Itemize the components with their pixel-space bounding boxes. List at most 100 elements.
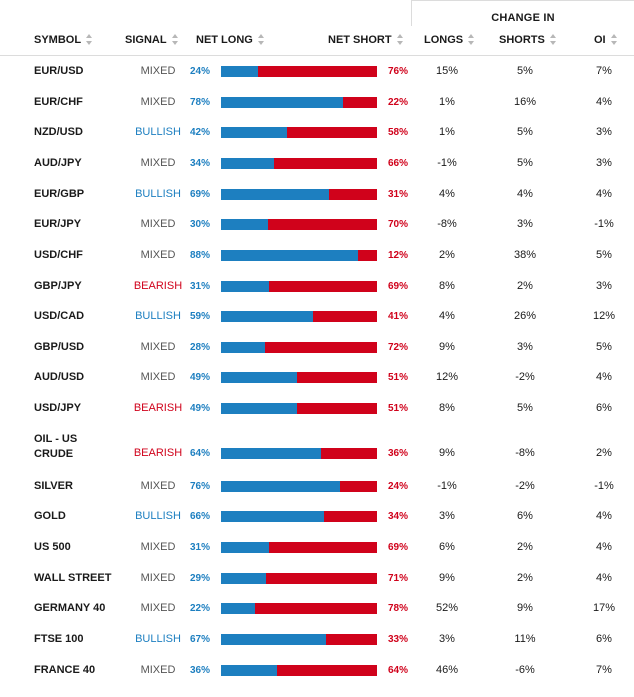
net-long-bar-fill (221, 403, 297, 414)
net-short-percent: 24% (388, 481, 409, 492)
net-long-bar-fill (221, 281, 269, 292)
signal-label: BULLISH (135, 633, 181, 645)
symbol-name[interactable]: US 500 (34, 540, 71, 555)
column-header-shorts-label: SHORTS (499, 34, 545, 46)
signal-label: MIXED (140, 96, 176, 108)
sort-icon[interactable] (86, 33, 93, 45)
signal-label: BEARISH (133, 402, 183, 414)
net-long-bar-fill (221, 66, 258, 77)
change-longs-value: 9% (439, 447, 455, 459)
column-header-net-short[interactable]: NET SHORT (328, 33, 404, 46)
symbol-name[interactable]: AUD/JPY (34, 156, 82, 171)
change-shorts-value: -2% (515, 371, 535, 383)
symbol-name[interactable]: NZD/USD (34, 125, 83, 140)
symbol-line-2: CRUDE (34, 448, 74, 460)
change-longs-value: 9% (439, 572, 455, 584)
change-oi-value: 3% (596, 157, 612, 169)
net-long-percent: 36% (190, 665, 211, 676)
symbol-name[interactable]: GBP/JPY (34, 279, 82, 294)
sort-icon[interactable] (468, 33, 475, 45)
symbol-name[interactable]: WALL STREET (34, 571, 111, 586)
net-long-bar-fill (221, 481, 340, 492)
symbol-name[interactable]: FTSE 100 (34, 632, 84, 647)
symbol-name[interactable]: EUR/GBP (34, 187, 84, 202)
change-shorts-value: 4% (517, 188, 533, 200)
symbol-name[interactable]: SILVER (34, 479, 73, 494)
change-longs-value: -1% (437, 480, 457, 492)
net-short-percent: 71% (388, 573, 409, 584)
net-short-percent: 76% (388, 66, 409, 77)
change-shorts-value: 2% (517, 280, 533, 292)
sentiment-bar (221, 481, 377, 492)
signal-label: MIXED (140, 541, 176, 553)
sentiment-bar (221, 511, 377, 522)
net-long-bar-fill (221, 97, 343, 108)
symbol-name[interactable]: GERMANY 40 (34, 601, 105, 616)
symbol-line-1: AUD/JPY (34, 157, 82, 169)
table-header-row: SYMBOL SIGNAL NET LONG NET SHORT LONGS S… (0, 27, 634, 56)
symbol-name[interactable]: USD/JPY (34, 401, 81, 416)
symbol-name[interactable]: USD/CAD (34, 309, 84, 324)
change-longs-value: 46% (435, 664, 459, 676)
change-longs-value: 15% (435, 65, 459, 77)
sort-icon[interactable] (171, 33, 179, 45)
signal-label: MIXED (140, 572, 176, 584)
symbol-name[interactable]: GBP/USD (34, 340, 84, 355)
column-header-symbol[interactable]: SYMBOL (34, 33, 93, 46)
net-long-percent: 69% (190, 189, 211, 200)
symbol-line-1: US 500 (34, 541, 71, 553)
net-short-percent: 33% (388, 634, 409, 645)
net-long-percent: 49% (190, 403, 211, 414)
change-oi-value: 4% (596, 541, 612, 553)
symbol-name[interactable]: EUR/CHF (34, 95, 83, 110)
net-short-percent: 64% (388, 665, 409, 676)
change-oi-value: 17% (592, 602, 616, 614)
change-in-title: CHANGE IN (491, 12, 555, 24)
column-header-net-long[interactable]: NET LONG (196, 33, 265, 46)
change-oi-value: 4% (596, 371, 612, 383)
symbol-line-1: USD/CHF (34, 249, 83, 261)
change-oi-value: 2% (596, 447, 612, 459)
net-long-percent: 31% (190, 542, 211, 553)
change-longs-value: 2% (439, 249, 455, 261)
symbol-line-1: GBP/USD (34, 341, 85, 353)
net-short-percent: 12% (388, 250, 409, 261)
change-longs-value: 9% (439, 341, 455, 353)
sentiment-bar (221, 219, 377, 230)
change-shorts-value: 5% (517, 126, 533, 138)
change-shorts-value: 3% (517, 341, 533, 353)
column-header-signal[interactable]: SIGNAL (125, 33, 179, 46)
sentiment-bar (221, 97, 377, 108)
sentiment-bar (221, 448, 377, 459)
symbol-name[interactable]: GOLD (34, 509, 66, 524)
sentiment-bar (221, 158, 377, 169)
change-oi-value: 4% (596, 572, 612, 584)
net-long-bar-fill (221, 448, 321, 459)
change-oi-value: 7% (596, 664, 612, 676)
sort-icon[interactable] (257, 33, 265, 45)
signal-label: BULLISH (135, 510, 181, 522)
column-header-longs[interactable]: LONGS (424, 33, 475, 46)
symbol-name[interactable]: EUR/JPY (34, 217, 81, 232)
change-oi-value: 12% (592, 310, 616, 322)
net-short-percent: 31% (388, 189, 409, 200)
symbol-name[interactable]: FRANCE 40 (34, 663, 95, 678)
symbol-name[interactable]: USD/CHF (34, 248, 83, 263)
sentiment-bar (221, 542, 377, 553)
signal-label: MIXED (140, 157, 176, 169)
column-header-oi[interactable]: OI (594, 33, 618, 46)
signal-label: MIXED (140, 664, 176, 676)
column-header-net-long-label: NET LONG (196, 34, 253, 46)
symbol-name[interactable]: EUR/USD (34, 64, 84, 79)
net-long-bar-fill (221, 372, 297, 383)
sort-icon[interactable] (610, 33, 618, 45)
change-oi-value: 5% (596, 249, 612, 261)
column-header-shorts[interactable]: SHORTS (499, 33, 557, 46)
net-short-percent: 41% (388, 311, 409, 322)
sort-icon[interactable] (396, 33, 404, 45)
symbol-name[interactable]: OIL - US CRUDE (34, 432, 77, 462)
sort-icon[interactable] (549, 33, 557, 45)
symbol-name[interactable]: AUD/USD (34, 370, 84, 385)
change-in-group-header: CHANGE IN (411, 0, 634, 26)
